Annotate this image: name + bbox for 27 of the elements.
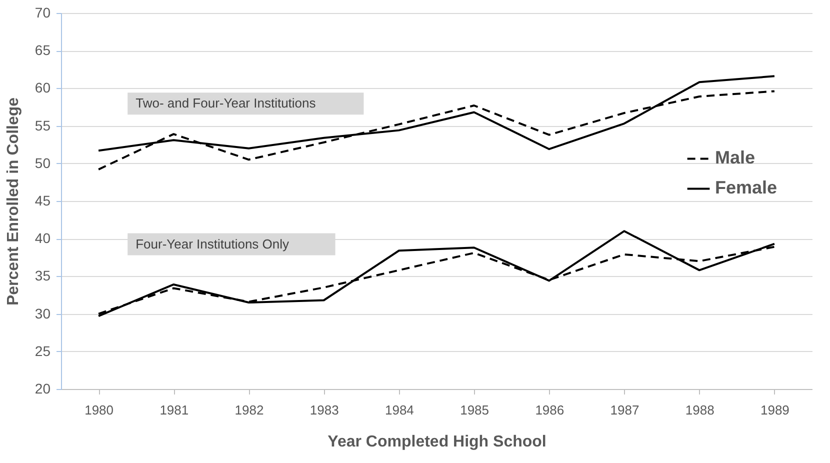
y-tick-label: 45: [34, 192, 51, 208]
y-tick-label: 65: [34, 42, 51, 58]
y-axis-title: Percent Enrolled in College: [4, 97, 22, 306]
x-tick-label: 1981: [160, 402, 189, 418]
y-tick-label: 20: [34, 380, 51, 396]
y-tick-label: 30: [34, 305, 51, 322]
y-tick-label: 40: [34, 230, 51, 246]
y-tick-label: 70: [34, 4, 51, 20]
x-tick-label: 1983: [310, 402, 339, 418]
legend-label: Male: [715, 148, 756, 168]
x-tick-label: 1985: [460, 402, 490, 418]
y-tick-label: 50: [34, 154, 51, 171]
y-tick-label: 55: [34, 117, 51, 134]
annotation: Four-Year Institutions Only: [136, 236, 290, 252]
y-tick-label: 25: [34, 342, 51, 359]
x-tick-label: 1987: [610, 402, 640, 418]
x-tick-label: 1982: [234, 402, 264, 418]
legend-label: Female: [715, 178, 778, 198]
y-tick-label: 60: [34, 80, 51, 96]
x-tick-label: 1986: [535, 402, 564, 418]
y-tick-label: 35: [34, 268, 51, 284]
x-tick-label: 1984: [384, 402, 414, 418]
x-tick-label: 1980: [84, 402, 114, 418]
x-tick-label: 1988: [685, 402, 714, 418]
x-axis-title: Year Completed High School: [328, 434, 546, 450]
x-tick-label: 1989: [760, 402, 790, 418]
annotation: Two- and Four-Year Institutions: [136, 96, 316, 111]
